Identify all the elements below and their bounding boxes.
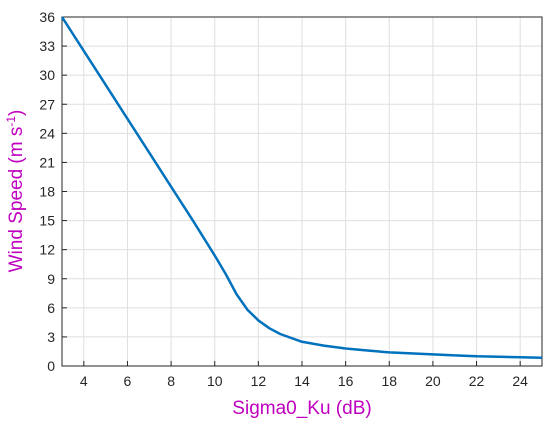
y-tick-label: 30 — [39, 67, 55, 83]
x-tick-label: 8 — [167, 373, 175, 389]
y-tick-label: 0 — [47, 358, 55, 374]
x-tick-label: 12 — [251, 373, 267, 389]
y-tick-label: 27 — [39, 96, 55, 112]
y-tick-label: 9 — [47, 271, 55, 287]
axes-box — [61, 16, 543, 367]
y-label-end: ) — [6, 110, 27, 116]
x-tick-label: 22 — [469, 373, 485, 389]
x-tick-label: 6 — [124, 373, 132, 389]
x-axis-label: Sigma0_Ku (dB) — [232, 398, 371, 419]
y-tick-label: 18 — [39, 184, 55, 200]
y-label-main: Wind Speed (m s — [6, 127, 27, 273]
x-tick-label: 20 — [425, 373, 441, 389]
y-tick-label: 21 — [39, 154, 55, 170]
x-tick-label: 14 — [294, 373, 310, 389]
data-line — [60, 16, 543, 360]
y-tick-label: 36 — [39, 9, 55, 25]
y-tick-label: 3 — [47, 329, 55, 345]
y-tick-label: 12 — [39, 242, 55, 258]
y-tick-label: 24 — [39, 125, 55, 141]
x-tick-label: 4 — [80, 373, 88, 389]
x-tick-label: 24 — [512, 373, 528, 389]
x-tick-label: 10 — [207, 373, 223, 389]
y-tick-label: 33 — [39, 38, 55, 54]
y-tick-label: 6 — [47, 300, 55, 316]
y-label-sup: -1 — [4, 116, 18, 127]
y-axis-label: Wind Speed (m s-1) — [4, 110, 27, 273]
x-tick-label: 18 — [381, 373, 397, 389]
x-tick-label: 16 — [338, 373, 354, 389]
y-tick-label: 15 — [39, 213, 55, 229]
